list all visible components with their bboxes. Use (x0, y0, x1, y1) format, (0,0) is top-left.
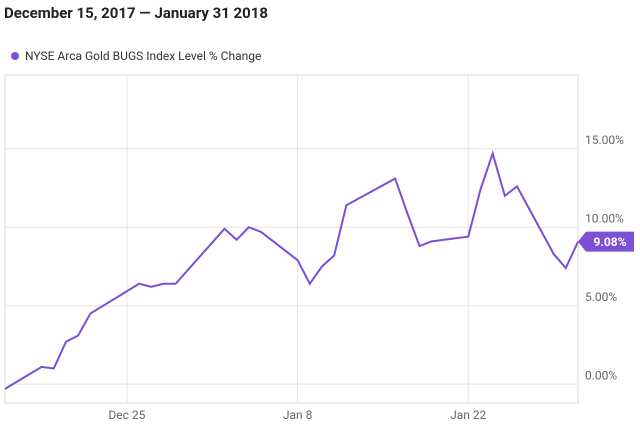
legend-label: NYSE Arca Gold BUGS Index Level % Change (25, 49, 261, 63)
y-tick-label: 5.00% (585, 290, 617, 304)
y-tick-label: 0.00% (585, 368, 617, 382)
y-tick-label: 15.00% (585, 133, 624, 147)
x-tick-label: Dec 25 (108, 408, 145, 422)
x-tick-label: Jan 8 (283, 408, 313, 422)
data-line (4, 150, 579, 390)
y-tick-label: 10.00% (585, 211, 624, 225)
chart-title: December 15, 2017 — January 31 2018 (4, 4, 268, 22)
value-label: 9.08% (593, 235, 626, 249)
legend-marker (11, 52, 19, 60)
plot-area (4, 74, 579, 404)
x-tick-label: Jan 22 (450, 408, 486, 422)
value-label-box (578, 231, 634, 252)
